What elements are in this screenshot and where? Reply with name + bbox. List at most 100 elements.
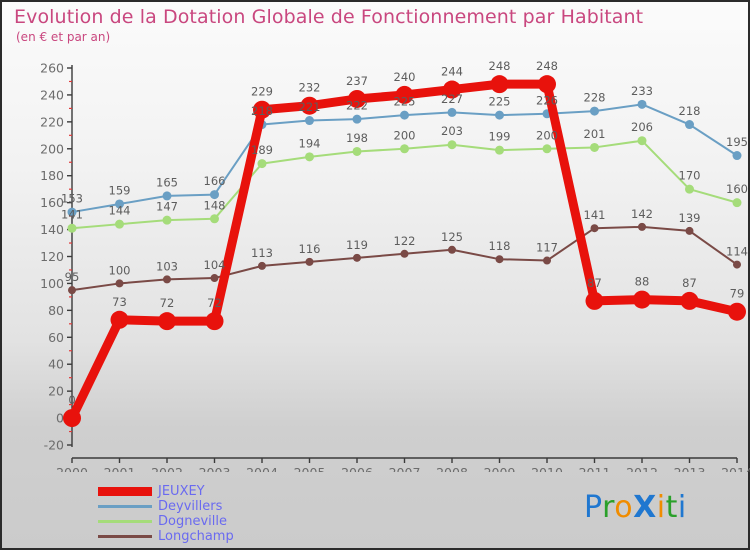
data-point [158, 312, 176, 331]
data-point [352, 114, 362, 124]
chart-subtitle: (en € et par an) [16, 30, 111, 44]
data-point [542, 144, 552, 154]
data-point [400, 249, 409, 258]
logo-letter: r [602, 490, 615, 525]
svg-text:260: 260 [40, 61, 64, 76]
data-point [495, 110, 504, 120]
data-label: 88 [635, 275, 650, 289]
data-point [443, 80, 461, 99]
data-label: 218 [251, 104, 273, 118]
data-label: 228 [584, 91, 606, 105]
data-label: 198 [346, 131, 368, 145]
data-point [732, 151, 742, 161]
data-point [348, 89, 366, 108]
data-point [637, 136, 647, 146]
svg-text:-20: -20 [44, 438, 64, 453]
data-point [115, 199, 124, 209]
data-label: 141 [61, 208, 83, 222]
data-label: 147 [156, 200, 178, 214]
legend-swatch-longchamp [98, 535, 152, 538]
data-point [495, 255, 504, 264]
data-point [163, 275, 171, 284]
proxiti-logo: ProXiti [584, 490, 687, 525]
data-label: 72 [207, 296, 222, 310]
data-point [258, 261, 266, 270]
svg-text:200: 200 [40, 141, 64, 156]
data-point [300, 96, 319, 115]
legend-swatch-deyvillers [98, 505, 152, 508]
data-label: 200 [536, 128, 558, 142]
data-label: 226 [536, 93, 558, 107]
data-label: 222 [346, 99, 368, 113]
data-label: 206 [631, 120, 653, 134]
data-point [447, 140, 457, 150]
svg-text:2006: 2006 [341, 465, 373, 472]
data-label: 229 [251, 85, 273, 99]
legend-item-dogneville[interactable]: Dogneville [98, 514, 358, 529]
data-point [210, 274, 219, 283]
svg-text:2008: 2008 [436, 465, 468, 472]
data-point [162, 215, 172, 225]
data-point [400, 144, 409, 154]
logo-letter: o [614, 490, 634, 525]
svg-text:2005: 2005 [294, 465, 326, 472]
svg-text:0: 0 [56, 411, 64, 426]
svg-text:2007: 2007 [389, 465, 421, 472]
data-label: 87 [587, 276, 602, 290]
data-label: 194 [299, 136, 321, 150]
data-label: 153 [61, 192, 83, 206]
data-label: 221 [299, 100, 321, 114]
data-label: 103 [156, 259, 178, 273]
data-point [162, 191, 172, 201]
data-label: 0 [68, 393, 75, 407]
data-point [210, 214, 219, 224]
data-point [305, 116, 314, 126]
page-title: Evolution de la Dotation Globale de Fonc… [14, 6, 644, 28]
legend-item-deyvillers[interactable]: Deyvillers [98, 499, 358, 514]
data-label: 114 [726, 245, 748, 259]
data-point [585, 291, 604, 310]
data-point [447, 107, 457, 117]
data-label: 170 [679, 169, 701, 183]
data-label: 141 [584, 208, 606, 222]
data-label: 201 [584, 127, 606, 141]
logo-letter: i [677, 490, 687, 525]
data-point [732, 198, 742, 208]
line-chart: -20020406080100120140160180200220240260 … [40, 59, 750, 472]
legend-item-longchamp[interactable]: Longchamp [98, 529, 358, 544]
data-point [68, 286, 76, 295]
svg-text:60: 60 [48, 330, 64, 345]
data-point [685, 184, 694, 194]
data-label: 166 [204, 174, 226, 188]
data-label: 125 [441, 230, 463, 244]
data-label: 200 [394, 128, 416, 142]
svg-text:180: 180 [40, 168, 64, 183]
data-label: 160 [726, 182, 748, 196]
svg-text:160: 160 [40, 195, 64, 210]
data-label: 199 [489, 130, 511, 144]
data-label: 73 [112, 295, 127, 309]
data-point [115, 279, 124, 288]
data-label: 148 [204, 198, 226, 212]
data-point [352, 146, 362, 156]
data-label: 233 [631, 84, 653, 98]
data-point [253, 100, 271, 119]
data-point [490, 75, 509, 94]
svg-text:240: 240 [40, 87, 64, 102]
data-label: 240 [394, 70, 416, 84]
legend-item-jeuxey[interactable]: JEUXEY [98, 484, 358, 499]
data-point [210, 190, 219, 200]
data-label: 95 [65, 270, 80, 284]
data-label: 87 [682, 276, 697, 290]
data-label: 244 [441, 65, 463, 79]
data-point [110, 310, 129, 329]
data-label: 119 [346, 238, 368, 252]
data-point [115, 219, 124, 229]
legend-label: Dogneville [158, 514, 227, 529]
logo-letter: P [584, 490, 603, 525]
data-label: 159 [109, 183, 131, 197]
series-layer [63, 75, 746, 428]
svg-text:40: 40 [48, 357, 64, 372]
